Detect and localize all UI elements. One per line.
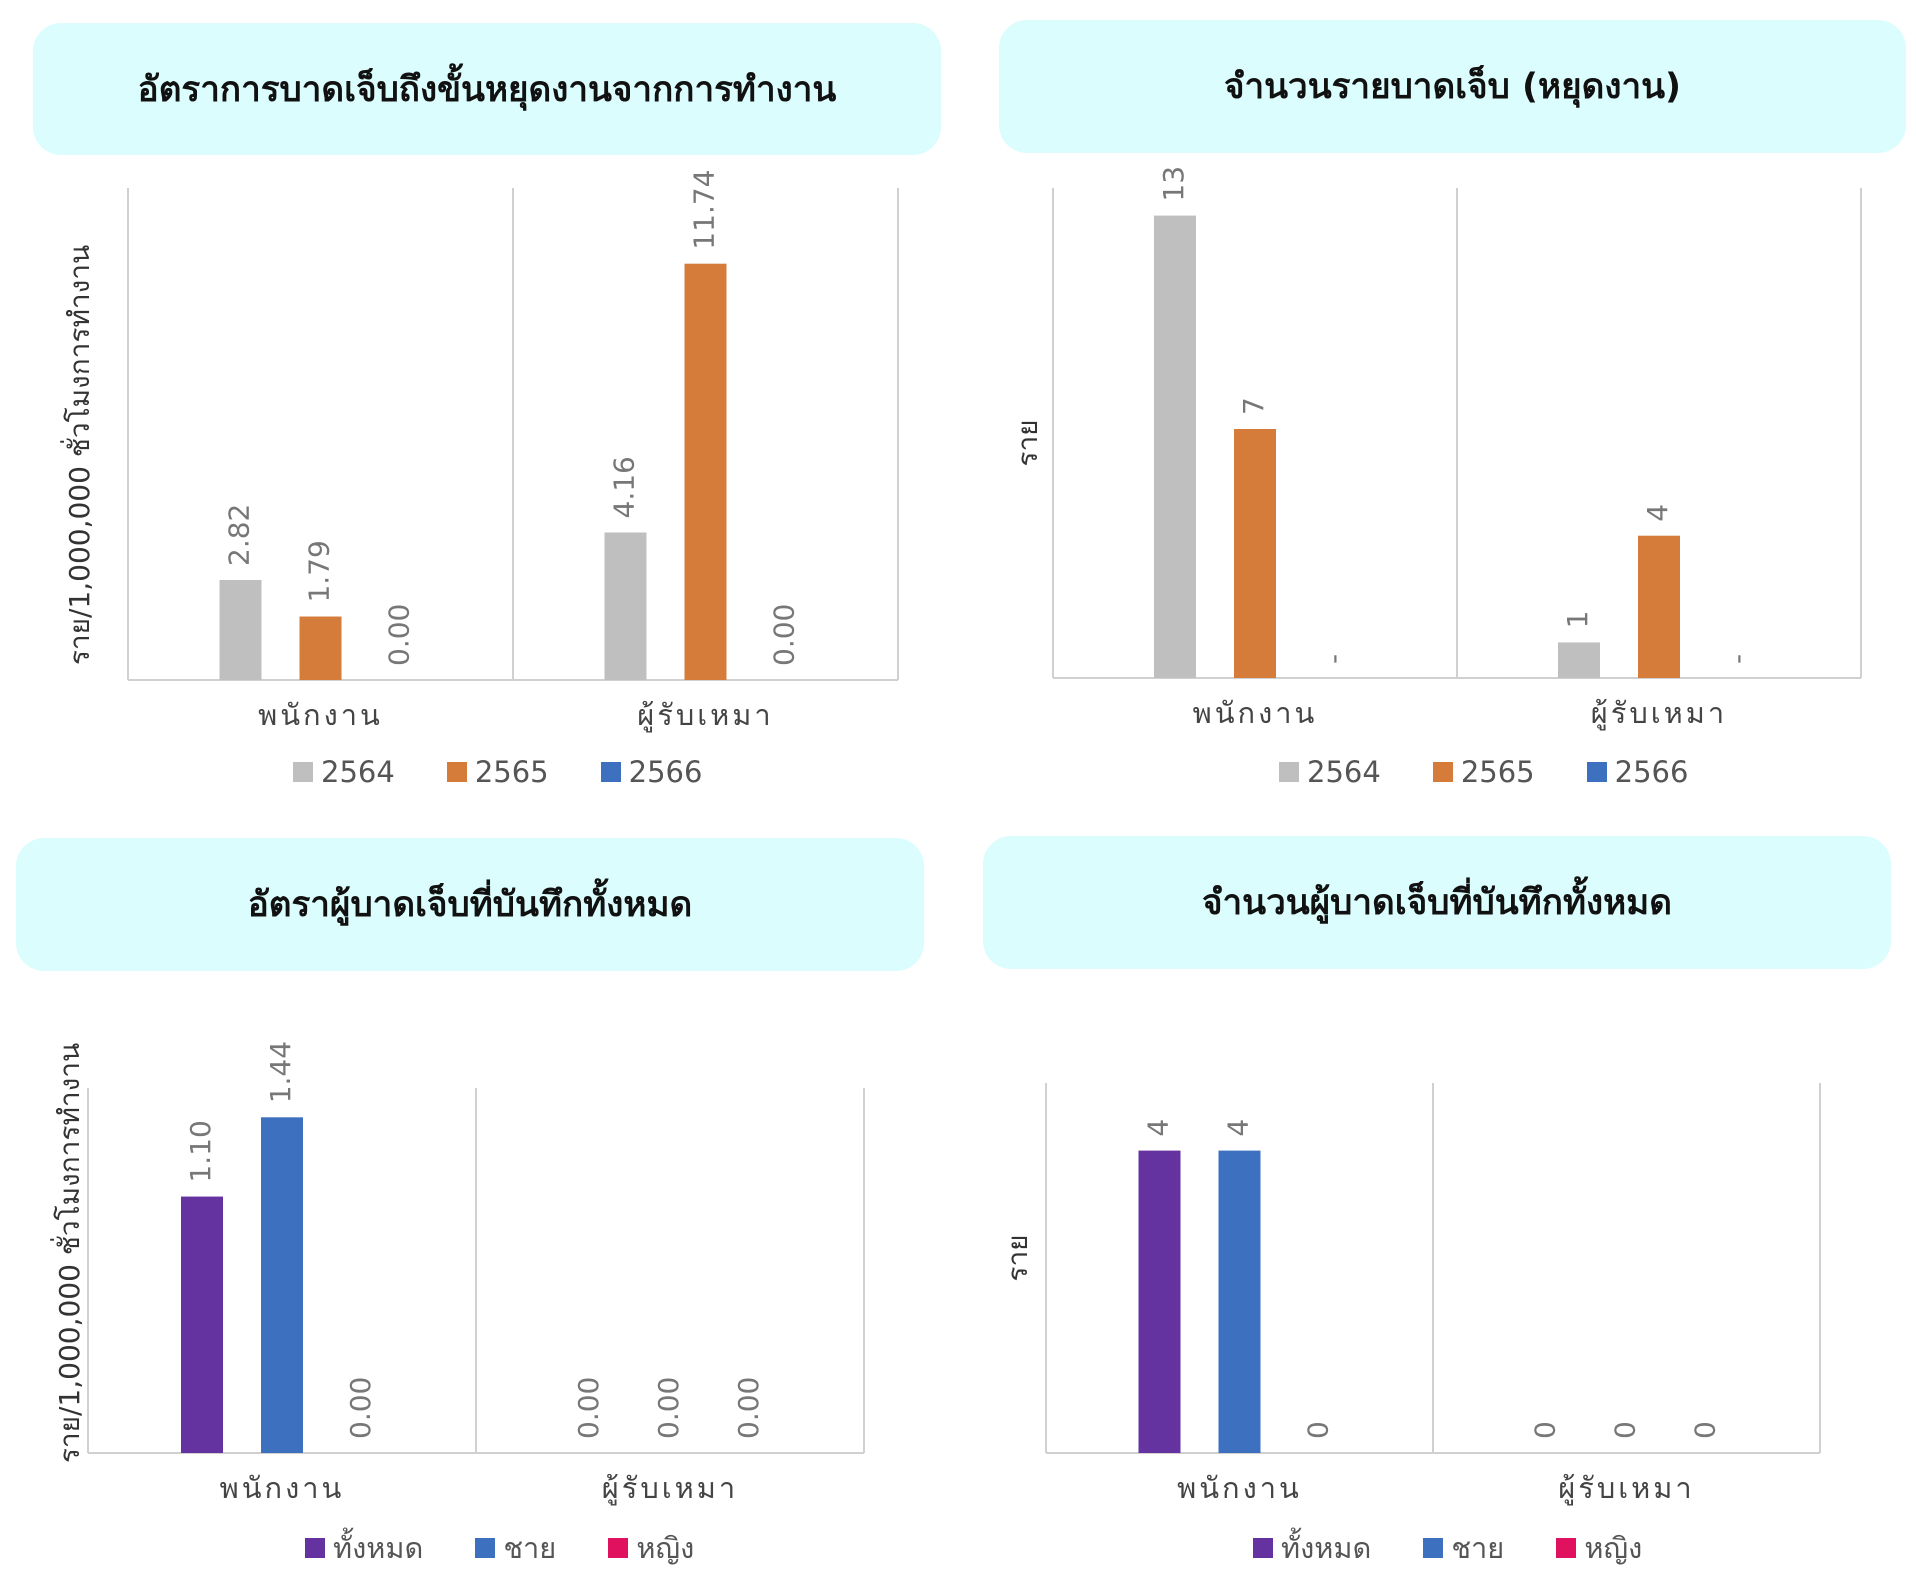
data-label: 1	[1561, 611, 1594, 629]
chart-lost-time-injury-count: จำนวนรายบาดเจ็บ (หยุดงาน) ราย 13 7- พนักงา…	[958, 0, 1916, 800]
data-label: 0	[1302, 1421, 1335, 1439]
legend: 2564 2565 2566	[293, 755, 702, 789]
legend-swatch	[1556, 1538, 1577, 1558]
legend-item: ทั้งหมด	[305, 1525, 423, 1571]
bar	[1638, 535, 1680, 678]
x-tick-label: ผู้รับเหมา	[637, 698, 773, 733]
bar	[1558, 642, 1600, 678]
data-label: 1.10	[184, 1120, 217, 1182]
data-label: 13	[1157, 166, 1190, 202]
chart-title: อัตราผู้บาดเจ็บที่บันทึกทั้งหมด	[16, 838, 924, 971]
data-label: 4	[1641, 504, 1674, 522]
plot-area: 13 7 - พนักงาน 1 4 - ผู้รับเหมา	[1052, 166, 1862, 731]
x-tick-label: ผู้รับเหมา	[1558, 1471, 1694, 1506]
bar	[1234, 429, 1276, 678]
data-label: 0	[1689, 1421, 1722, 1439]
legend-label: ทั้งหมด	[1281, 1531, 1372, 1565]
data-label: 0.00	[344, 1377, 377, 1439]
plot-area: 4 4 0 พนักงาน 0 0 0 ผู้รับเหมา	[1045, 1083, 1821, 1506]
legend-swatch	[446, 762, 467, 782]
legend-item: 2564	[1279, 755, 1381, 789]
bar	[219, 580, 262, 680]
legend-swatch	[293, 762, 313, 782]
chart-total-recordable-injury-rate: อัตราผู้บาดเจ็บที่บันทึกทั้งหมด ราย/1,00…	[0, 800, 958, 1590]
data-label: 0.00	[652, 1377, 685, 1439]
chart-title: อัตราการบาดเจ็บถึงขั้นหยุดงานจากการทำงาน	[33, 23, 941, 155]
bar	[181, 1196, 223, 1453]
legend-item: 2565	[446, 755, 549, 789]
data-label: -	[1721, 654, 1754, 664]
legend-label: ชาย	[1451, 1531, 1505, 1565]
data-label: 2.82	[223, 504, 256, 566]
data-label: 11.74	[688, 170, 721, 250]
data-label: 0.00	[572, 1377, 605, 1439]
data-label: 0.00	[732, 1377, 765, 1439]
bar	[1138, 1150, 1181, 1453]
legend-item: ทั้งหมด	[1253, 1525, 1371, 1571]
data-label: 4	[1142, 1119, 1175, 1137]
legend-swatch	[600, 762, 621, 782]
legend-label: ทั้งหมด	[333, 1531, 424, 1565]
legend-swatch	[1586, 762, 1607, 782]
legend-swatch	[475, 1538, 496, 1558]
legend-label: หญิง	[1584, 1531, 1643, 1565]
legend-label: หญิง	[636, 1531, 695, 1565]
data-label: -	[1317, 654, 1350, 664]
x-tick-label: พนักงาน	[258, 698, 383, 732]
legend: 2564 2565 2566	[1279, 755, 1688, 789]
data-label: 0	[1609, 1421, 1642, 1439]
bar	[1218, 1150, 1261, 1453]
legend-swatch	[1279, 762, 1299, 782]
legend-label: 2565	[1460, 755, 1535, 789]
data-label: 0.00	[768, 604, 801, 666]
legend-label: 2566	[628, 755, 703, 789]
legend-label: 2564	[321, 755, 395, 789]
legend-item: 2565	[1432, 755, 1535, 789]
chart-title: จำนวนผู้บาดเจ็บที่บันทึกทั้งหมด	[983, 836, 1891, 969]
data-label: 1.44	[264, 1041, 297, 1103]
bar	[604, 532, 647, 680]
data-label: 0.00	[383, 604, 416, 666]
x-tick-label: พนักงาน	[1177, 1471, 1302, 1505]
legend-swatch	[305, 1538, 325, 1558]
data-label: 0	[1529, 1421, 1562, 1439]
legend-label: 2566	[1614, 755, 1689, 789]
legend-swatch	[608, 1538, 629, 1558]
data-label: 1.79	[303, 540, 336, 602]
legend-item: หญิง	[608, 1525, 694, 1571]
legend-swatch	[1432, 762, 1453, 782]
bar	[299, 616, 342, 680]
x-tick-label: พนักงาน	[1193, 696, 1318, 730]
bar	[261, 1117, 303, 1453]
legend-item: 2566	[1586, 755, 1689, 789]
legend: ทั้งหมด ชาย หญิง	[305, 1525, 694, 1571]
legend-label: 2564	[1307, 755, 1381, 789]
legend: ทั้งหมด ชาย หญิง	[1253, 1525, 1642, 1571]
data-label: 4.16	[608, 456, 641, 518]
legend-item: หญิง	[1556, 1525, 1642, 1571]
x-tick-label: ผู้รับเหมา	[602, 1471, 738, 1506]
legend-label: ชาย	[503, 1531, 557, 1565]
plot-area: 1.10 1.44 0.00 พนักงาน 0.00 0.00 0.00 ผู้รับเหม…	[87, 1041, 865, 1506]
legend-item: 2566	[600, 755, 703, 789]
x-tick-label: ผู้รับเหมา	[1591, 696, 1727, 731]
bar	[684, 263, 727, 680]
bar	[1154, 215, 1196, 679]
legend-item: ชาย	[1423, 1525, 1504, 1571]
legend-item: 2564	[293, 755, 395, 789]
data-label: 7	[1237, 397, 1270, 415]
chart-title: จำนวนรายบาดเจ็บ (หยุดงาน)	[999, 20, 1906, 153]
plot-area: 2.821.790.00พนักงาน4.1611.740.00ผู้รับเห…	[127, 170, 899, 733]
chart-lost-time-injury-rate: อัตราการบาดเจ็บถึงขั้นหยุดงานจากการทำงาน…	[0, 0, 958, 800]
legend-label: 2565	[474, 755, 549, 789]
x-tick-label: พนักงาน	[220, 1471, 345, 1505]
legend-item: ชาย	[475, 1525, 556, 1571]
legend-swatch	[1423, 1538, 1444, 1558]
data-label: 4	[1222, 1119, 1255, 1137]
legend-swatch	[1253, 1538, 1273, 1558]
